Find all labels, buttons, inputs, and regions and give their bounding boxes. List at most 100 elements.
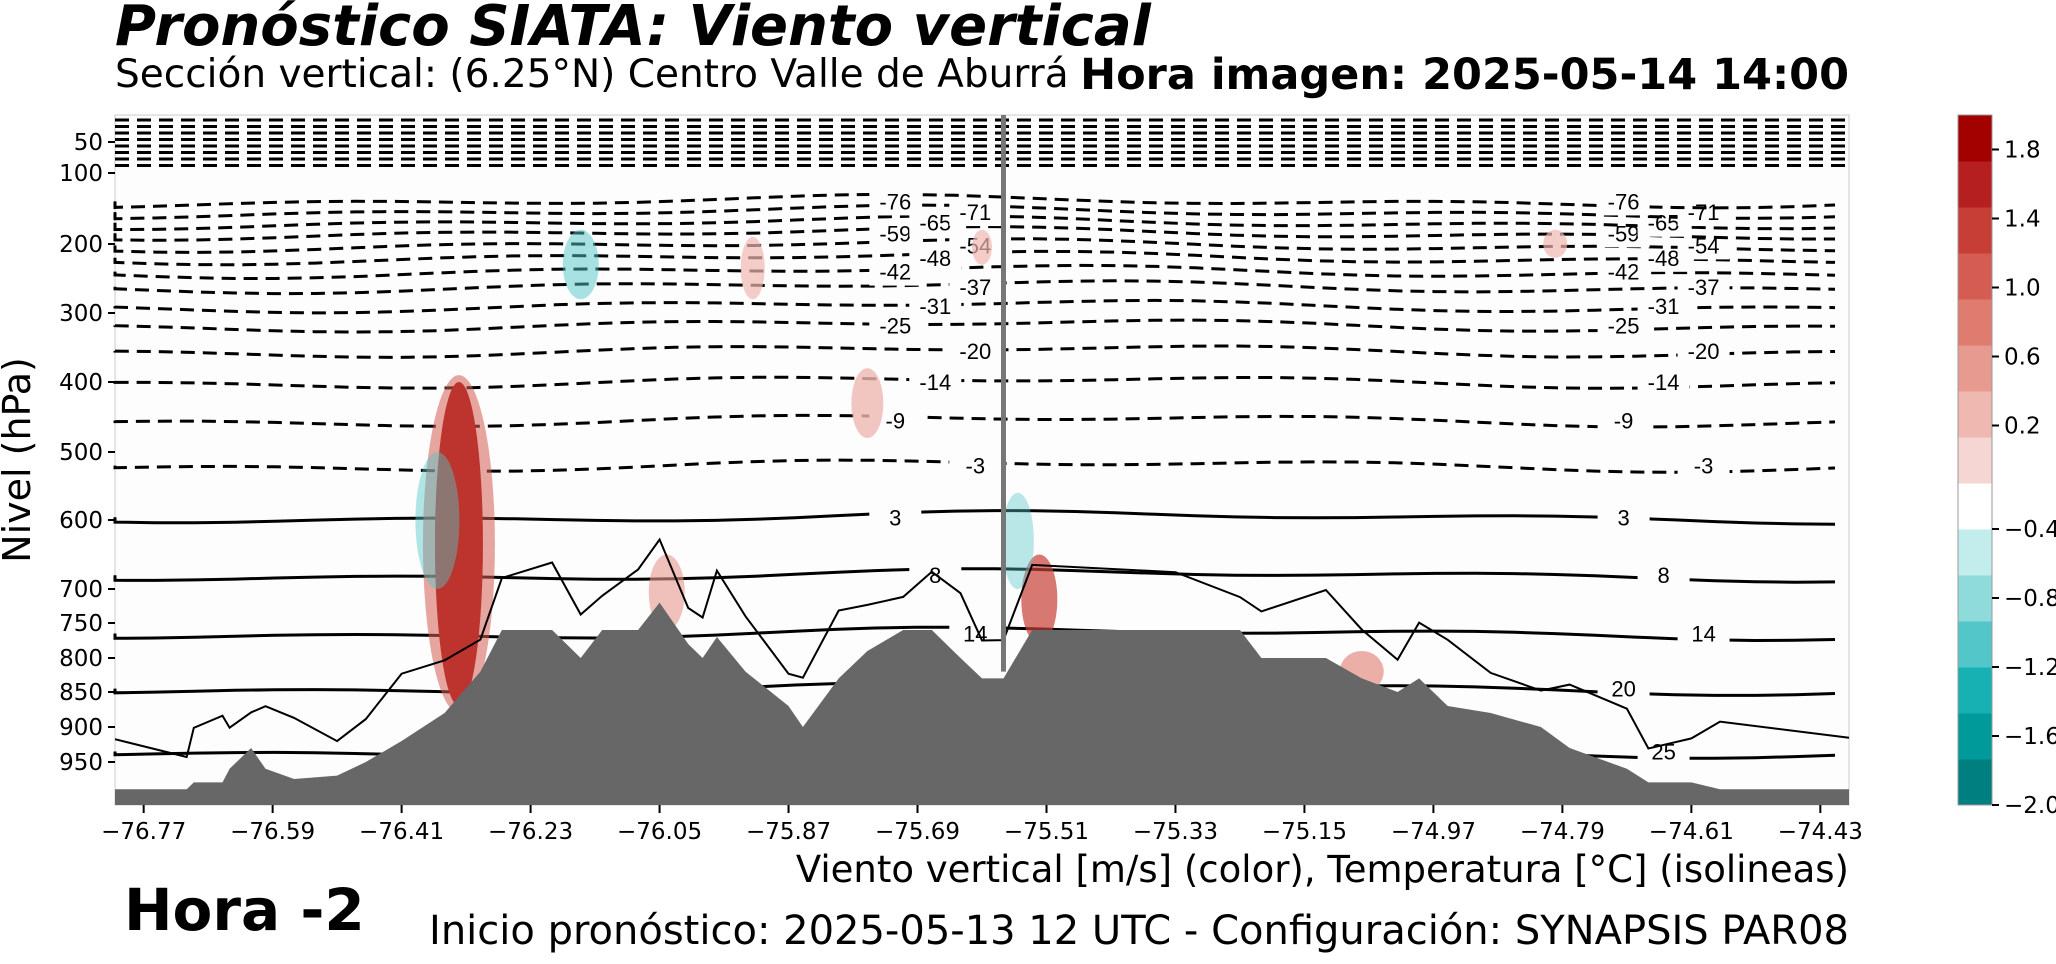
colorbar-tick-label: 1.4 <box>2004 207 2041 233</box>
chart-subtitle: Sección vertical: (6.25°N) Centro Valle … <box>115 52 1069 97</box>
isotherm-label: -71 <box>1688 200 1720 225</box>
isotherm-label-bg <box>1597 185 1650 216</box>
wind-shading-cell <box>740 236 765 300</box>
isotherm-label-bg <box>949 270 1002 301</box>
y-tick-label: 500 <box>59 440 103 466</box>
isotherm-label: -76 <box>1608 189 1640 214</box>
colorbar-swatch <box>1958 621 1992 668</box>
x-tick-label: −76.05 <box>617 819 702 845</box>
y-tick-label: 50 <box>74 130 103 156</box>
colorbar-tick-label: 1.0 <box>2004 276 2041 302</box>
isotherm-line <box>113 192 1836 210</box>
wind-shading-cell <box>972 229 992 265</box>
x-tick-label: −75.33 <box>1133 819 1218 845</box>
x-tick-label: −75.15 <box>1262 819 1347 845</box>
isotherm-label: -59 <box>879 221 911 246</box>
isotherm-label: -31 <box>1648 294 1680 319</box>
isotherm-label: -9 <box>886 409 906 434</box>
isotherm-label-bg <box>1677 617 1730 648</box>
x-tick-label: −76.23 <box>488 819 573 845</box>
temperature-isolines: 3388141420202525-3-3-9-9-14-14-20-20-25-… <box>113 118 1849 766</box>
image-time: Hora imagen: 2025-05-14 14:00 <box>1080 50 1849 100</box>
isotherm-label: -3 <box>966 454 986 479</box>
y-tick-label: 400 <box>59 370 103 396</box>
colorbar-tick-label: −1.6 <box>2004 724 2056 750</box>
colorbar-swatch <box>1958 437 1992 484</box>
colorbar-swatch <box>1958 575 1992 622</box>
isotherm-label: -48 <box>1648 246 1680 271</box>
vertical-wind-shading <box>415 229 1568 713</box>
isotherm-label: -31 <box>919 294 951 319</box>
colorbar-swatch <box>1958 207 1992 254</box>
colorbar-swatch <box>1958 483 1992 530</box>
isotherm-label-bg <box>1597 672 1650 703</box>
isotherm-label: 8 <box>1657 563 1669 588</box>
isotherm-label: -3 <box>1694 454 1714 479</box>
y-tick-label: 900 <box>59 715 103 741</box>
isotherm-line <box>113 509 1836 526</box>
isotherm-label-bg <box>949 449 1002 480</box>
isotherm-label: -14 <box>1648 370 1680 395</box>
colorbar-swatch <box>1958 759 1992 806</box>
colorbar-tick-label: −2.0 <box>2004 793 2056 819</box>
colorbar-frame <box>1957 114 1993 806</box>
colorbar-tick-label: −0.8 <box>2004 586 2056 612</box>
isotherm-label: -71 <box>959 200 991 225</box>
x-tick-label: −76.41 <box>359 819 444 845</box>
isotherm-label: -14 <box>919 370 951 395</box>
colorbar-swatch <box>1958 713 1992 760</box>
wind-shading-cell <box>415 452 460 589</box>
terrain-outline-line <box>114 537 1850 759</box>
colorbar-swatch <box>1958 391 1992 438</box>
isotherm-label: -65 <box>919 211 951 236</box>
isotherm-label-bg <box>909 366 962 396</box>
x-tick-label: −75.87 <box>746 819 831 845</box>
isotherm-label: 3 <box>889 505 901 530</box>
colorbar-tick-label: 1.8 <box>2004 138 2041 164</box>
isotherm-label-bg <box>1637 366 1690 396</box>
colorbar-tick-label: −1.2 <box>2004 655 2056 681</box>
x-tick-label: −74.79 <box>1520 819 1605 845</box>
y-tick-label: 950 <box>59 750 103 776</box>
isotherm-label: -42 <box>879 260 911 285</box>
isotherm-line <box>113 318 1836 334</box>
isotherm-label: 14 <box>1691 622 1715 647</box>
isotherm-label-bg <box>1597 501 1650 532</box>
isotherm-label: 3 <box>1617 505 1629 530</box>
y-tick-label: 850 <box>59 680 103 706</box>
colorbar-swatch <box>1958 161 1992 208</box>
colorbar-swatch <box>1958 345 1992 392</box>
colorbar-swatch <box>1958 253 1992 300</box>
isotherm-label: -42 <box>1608 260 1640 285</box>
isotherm-label: -48 <box>919 246 951 271</box>
colorbar-swatch <box>1958 115 1992 162</box>
wind-shading-cell <box>422 375 495 713</box>
terrain-silhouette <box>115 602 1849 805</box>
isotherm-label: 20 <box>1611 677 1635 702</box>
y-tick-label: 200 <box>59 232 103 258</box>
isotherm-label-bg <box>1637 559 1690 590</box>
isotherm-label: -37 <box>959 275 991 300</box>
y-tick-label: 300 <box>59 301 103 327</box>
y-tick-label: 600 <box>59 508 103 534</box>
x-tick-label: −76.59 <box>230 819 315 845</box>
wind-shading-cell <box>1543 229 1568 258</box>
wind-shading-cell <box>1021 554 1058 644</box>
isotherm-label-bg <box>869 185 922 216</box>
relative-hour: Hora -2 <box>124 876 365 944</box>
y-tick-label: 700 <box>59 577 103 603</box>
isotherm-label: 8 <box>929 563 941 588</box>
colorbar: 1.8 1.4 1.0 0.6 0.2 −0.4 −0.8 −1.2 −1.6 −2.0 <box>1957 114 2056 819</box>
colorbar-swatch <box>1958 667 1992 714</box>
isotherm-label-bg <box>1677 449 1730 480</box>
isotherm-label-bg <box>869 501 922 532</box>
isotherm-label: -76 <box>879 189 911 214</box>
y-axis-label: Nivel (hPa) <box>0 357 39 563</box>
isotherm-label: -37 <box>1688 275 1720 300</box>
x-axis-ticks: −76.77 −76.59 −76.41 −76.23 −76.05 −75.87 −75.… <box>101 805 1863 845</box>
x-tick-label: −75.51 <box>1004 819 1089 845</box>
chart-title: Pronóstico SIATA: Viento vertical <box>115 0 1151 59</box>
x-axis-label: Viento vertical [m/s] (color), Temperatu… <box>795 848 1849 891</box>
wind-shading-cell <box>1001 492 1034 589</box>
y-tick-label: 800 <box>59 646 103 672</box>
